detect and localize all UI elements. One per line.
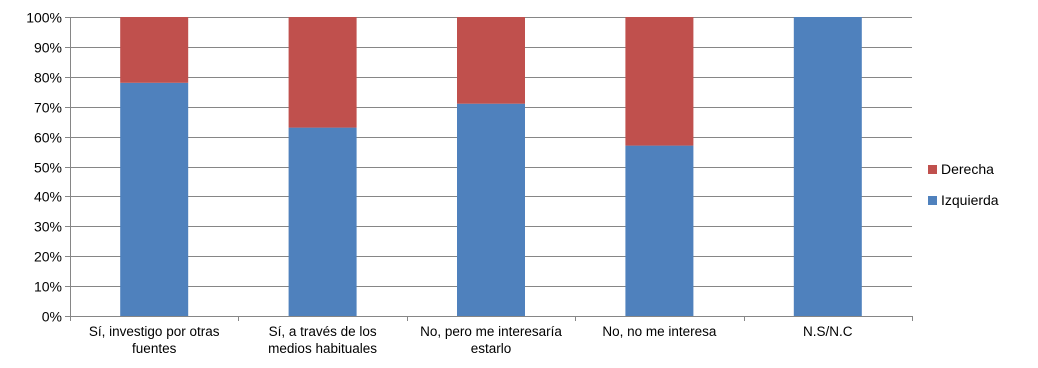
bar-segment-derecha <box>625 17 694 146</box>
legend-label-derecha: Derecha <box>941 161 994 177</box>
y-tick-label: 0% <box>42 309 62 325</box>
legend-label-izquierda: Izquierda <box>941 192 999 208</box>
bar-segment-izquierda <box>288 127 357 316</box>
x-category-labels: Sí, investigo por otras fuentes Sí, a trav… <box>89 324 853 356</box>
x-category-label: No, pero me interesaría <box>420 324 562 339</box>
x-category-label: N.S/N.C <box>803 324 853 339</box>
y-tick-label: 30% <box>34 219 62 235</box>
x-category-label: No, no me interesa <box>602 324 717 339</box>
bar-segment-derecha <box>457 17 525 104</box>
y-tick-label: 60% <box>34 130 62 146</box>
x-category-label: Sí, a través de los <box>269 324 377 339</box>
y-tick-label: 70% <box>34 100 62 116</box>
bar-segment-derecha <box>120 17 189 83</box>
legend-swatch-izquierda <box>928 196 937 205</box>
bar-segment-izquierda <box>120 82 189 316</box>
y-tick-label: 40% <box>34 189 62 205</box>
y-tick-label: 10% <box>34 279 62 295</box>
legend: Derecha Izquierda <box>928 161 999 208</box>
bar-segment-izquierda <box>625 145 694 316</box>
axes <box>65 17 913 321</box>
bar-segment-izquierda <box>457 103 525 316</box>
x-category-label: estarlo <box>471 341 512 356</box>
bars <box>120 17 862 316</box>
y-tick-label: 100% <box>26 10 62 26</box>
x-category-label: Sí, investigo por otras <box>89 324 220 339</box>
x-category-label: fuentes <box>132 341 177 356</box>
y-tick-label: 80% <box>34 70 62 86</box>
legend-swatch-derecha <box>928 165 937 174</box>
y-tick-label: 50% <box>34 160 62 176</box>
x-category-label: medios habituales <box>268 341 377 356</box>
bar-segment-izquierda <box>793 17 862 316</box>
y-tick-label: 20% <box>34 249 62 265</box>
y-tick-labels: 0% 10% 20% 30% 40% 50% 60% 70% 80% 90% 100% <box>26 10 62 325</box>
bar-segment-derecha <box>288 17 357 128</box>
y-tick-label: 90% <box>34 40 62 56</box>
